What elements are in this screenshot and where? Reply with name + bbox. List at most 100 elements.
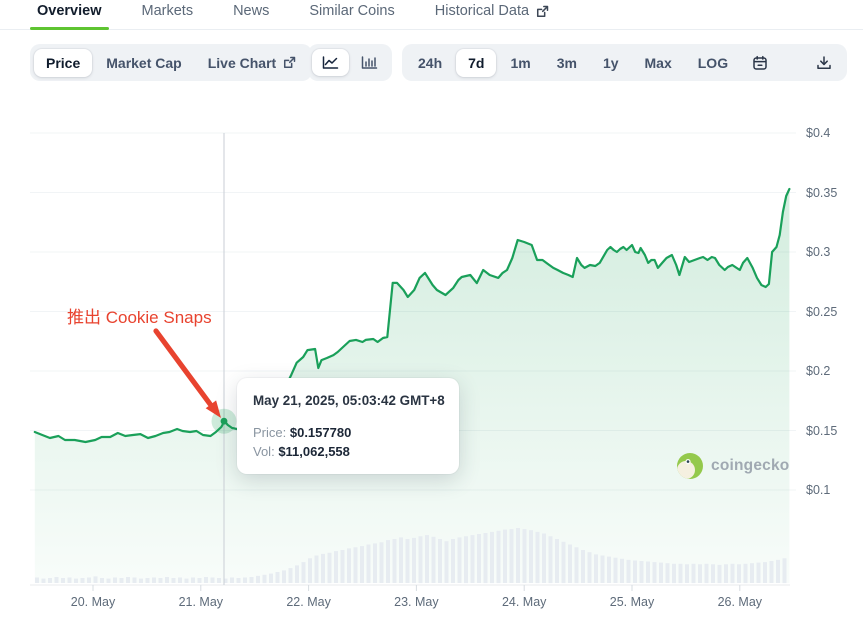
volume-bar — [165, 577, 169, 583]
button-label: 24h — [418, 54, 443, 71]
volume-bar — [561, 541, 566, 584]
volume-bar — [568, 544, 572, 583]
tab-bar: Overview Markets News Similar Coins Hist… — [0, 0, 863, 30]
volume-bar — [678, 563, 683, 584]
x-axis-label: 21. May — [178, 595, 224, 609]
calendar-button[interactable] — [742, 49, 778, 77]
volume-bar — [269, 573, 273, 583]
volume-bar — [412, 537, 416, 583]
volume-bar — [262, 574, 267, 584]
volume-bar — [516, 528, 520, 583]
log-scale-button[interactable]: LOG — [686, 49, 740, 77]
y-axis-label: $0.15 — [806, 423, 838, 438]
volume-bar — [288, 568, 293, 583]
volume-bar — [600, 555, 605, 583]
volume-bar — [776, 559, 780, 583]
range-3m-button[interactable]: 3m — [545, 49, 589, 77]
volume-bar — [542, 533, 546, 583]
volume-bar — [535, 531, 540, 584]
volume-bar — [633, 560, 637, 583]
price-button[interactable]: Price — [34, 48, 93, 77]
volume-bar — [340, 550, 345, 583]
live-chart-button[interactable]: Live Chart — [196, 49, 308, 77]
volume-bar — [35, 577, 39, 583]
volume-bar — [698, 564, 702, 583]
tooltip-price-row: Price: $0.157780 — [253, 423, 443, 442]
y-axis-label: $0.3 — [806, 245, 831, 259]
volume-bar — [457, 537, 462, 583]
volume-bar — [178, 577, 182, 583]
candlestick-chart-type-button[interactable] — [351, 49, 388, 76]
metric-toggle-group: Price Market Cap Live Chart — [30, 44, 313, 81]
volume-bar — [724, 564, 728, 583]
volume-bar — [139, 578, 143, 583]
volume-bar — [386, 540, 390, 583]
volume-bar — [750, 563, 754, 583]
x-axis-label: 22. May — [286, 595, 331, 609]
button-label: 1y — [602, 54, 619, 71]
volume-bar — [639, 561, 644, 583]
line-chart-icon — [322, 56, 339, 69]
line-chart-type-button[interactable] — [312, 49, 349, 76]
volume-bar — [295, 565, 299, 583]
volume-bar — [704, 563, 709, 584]
x-axis-label: 20. May — [70, 595, 116, 609]
volume-bar — [230, 577, 234, 583]
volume-bar — [613, 557, 618, 583]
volume-bar — [587, 552, 592, 583]
range-1m-button[interactable]: 1m — [498, 49, 542, 77]
volume-bar — [665, 563, 670, 583]
range-7d-button[interactable]: 7d — [456, 48, 497, 77]
volume-bar — [691, 563, 696, 584]
tab-overview[interactable]: Overview — [30, 0, 109, 30]
volume-bar — [743, 563, 748, 584]
volume-bar — [737, 564, 741, 583]
tab-label: Markets — [141, 3, 194, 19]
x-axis-label: 24. May — [501, 595, 547, 609]
chart-tooltip: May 21, 2025, 05:03:42 GMT+8 Price: $0.1… — [237, 378, 459, 474]
volume-bar — [763, 562, 767, 583]
volume-bar — [717, 564, 722, 584]
volume-bar — [314, 555, 319, 583]
volume-bar — [223, 578, 228, 583]
volume-bar — [132, 577, 137, 583]
volume-bar — [685, 564, 689, 583]
range-max-button[interactable]: Max — [633, 49, 684, 77]
button-label: Max — [644, 54, 672, 71]
volume-bar — [113, 577, 117, 583]
volume-bar — [626, 559, 631, 583]
calendar-icon — [753, 55, 767, 70]
market-cap-button[interactable]: Market Cap — [94, 49, 193, 77]
volume-bar — [87, 577, 91, 583]
volume-bar — [652, 562, 657, 583]
volume-bar — [119, 578, 124, 583]
y-axis-label: $0.35 — [806, 185, 838, 200]
volume-bar — [282, 570, 286, 584]
volume-bar — [327, 552, 332, 584]
tab-label: News — [233, 3, 270, 19]
time-range-group: 24h 7d 1m 3m 1y Max LOG — [402, 44, 847, 81]
button-label: LOG — [697, 54, 729, 71]
volume-bar — [210, 577, 215, 583]
tab-similar-coins[interactable]: Similar Coins — [302, 0, 401, 29]
external-link-icon — [284, 56, 296, 69]
y-axis-label: $0.1 — [806, 483, 831, 497]
tab-historical-data[interactable]: Historical Data — [428, 0, 556, 29]
volume-bar — [646, 561, 650, 583]
range-24h-button[interactable]: 24h — [406, 49, 454, 77]
volume-bar — [126, 577, 130, 583]
tab-news[interactable]: News — [226, 0, 276, 29]
tab-markets[interactable]: Markets — [135, 0, 201, 29]
volume-bar — [438, 539, 442, 583]
volume-bar — [275, 572, 280, 583]
coingecko-gecko-icon — [677, 453, 703, 479]
range-1y-button[interactable]: 1y — [591, 49, 631, 77]
annotation-label: 推出 Cookie Snaps — [67, 308, 212, 327]
volume-bar — [197, 578, 202, 583]
button-label: Live Chart — [207, 54, 277, 71]
tooltip-vol-row: Vol: $11,062,558 — [253, 442, 443, 461]
tab-label: Historical Data — [434, 3, 530, 19]
volume-bar — [54, 577, 59, 583]
download-button[interactable] — [806, 49, 842, 77]
